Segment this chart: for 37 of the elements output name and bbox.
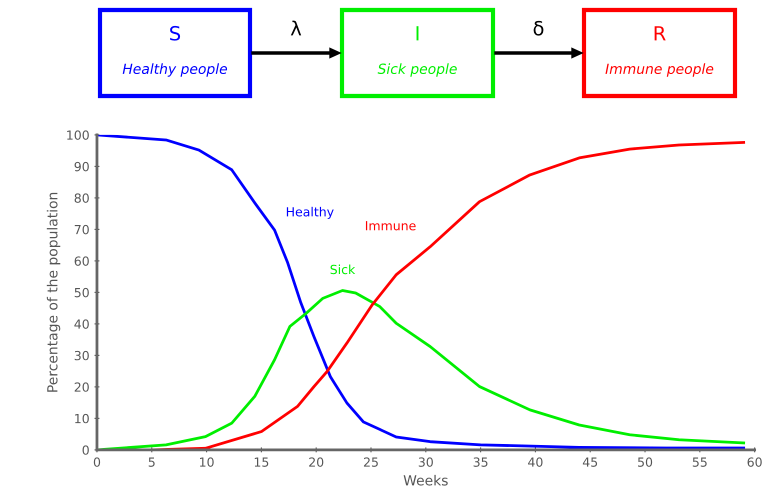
x-axis-title: Weeks — [404, 474, 448, 486]
y-tick-label: 90 — [74, 162, 89, 172]
y-tick-label: 0 — [82, 445, 89, 455]
y-tick-label: 20 — [74, 382, 89, 392]
y-tick-label: 60 — [74, 256, 89, 266]
x-tick-label: 30 — [418, 457, 433, 467]
y-tick-label: 70 — [74, 224, 89, 234]
y-tick-label: 50 — [74, 288, 89, 298]
y-tick-label: 100 — [67, 130, 89, 140]
x-tick-label: 0 — [94, 457, 100, 467]
y-tick-label: 80 — [74, 193, 89, 203]
y-tick-label: 40 — [74, 319, 89, 329]
x-tick-label: 20 — [309, 457, 324, 467]
text: λ — [290, 20, 302, 36]
x-tick-label: 40 — [528, 457, 543, 467]
x-tick-label: 10 — [200, 457, 214, 467]
x-tick-label: 55 — [692, 458, 707, 467]
text: S — [170, 26, 180, 41]
x-tick-label: 35 — [474, 457, 488, 467]
y-tick-label: 10 — [75, 414, 89, 424]
text: R — [654, 26, 666, 40]
y-tick-label: 30 — [74, 350, 89, 360]
x-tick-label: 50 — [638, 457, 652, 467]
text: I — [416, 26, 418, 40]
x-tick-label: 60 — [748, 457, 762, 467]
series-label: Sick — [330, 264, 356, 274]
x-tick-label: 45 — [582, 458, 598, 467]
series-label: Immune — [366, 221, 416, 230]
text: Healthy people — [122, 63, 228, 77]
series-label: Healthy — [286, 206, 334, 219]
y-axis-title: Percentage of the population — [46, 192, 60, 392]
x-tick-label: 15 — [254, 458, 268, 467]
x-tick-label: 25 — [364, 457, 378, 467]
text: δ — [534, 20, 544, 36]
x-tick-label: 5 — [148, 458, 155, 467]
text: Sick people — [378, 63, 457, 77]
text: Immune people — [605, 63, 714, 77]
